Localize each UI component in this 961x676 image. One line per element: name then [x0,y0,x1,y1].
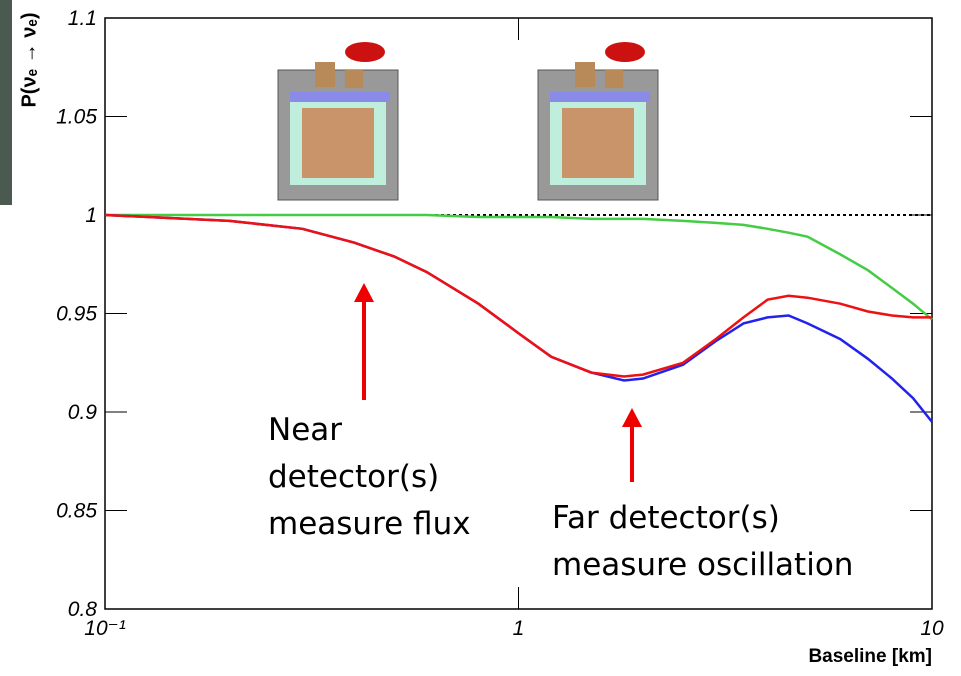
y-tick-label: 1 [85,204,97,227]
near-detector-icon [278,42,398,200]
y-axis-title: P(νₑ → νₑ) [18,12,40,107]
chart: P(νₑ → νₑ) Baseline [km] 0.80.850.90.951… [0,0,961,676]
annotation: detector(s) [268,459,439,495]
series-line [105,215,932,422]
x-tick-label: 1 [513,617,525,640]
y-tick-label: 0.9 [68,401,98,424]
x-axis-title: Baseline [km] [808,646,932,667]
y-tick-label: 1.1 [68,7,97,30]
background-photo-edge [0,0,12,205]
annotation: measure oscillation [552,547,853,583]
y-tick-label: 0.85 [56,500,97,523]
y-tick-label: 1.05 [56,106,97,129]
y-tick-label: 0.95 [56,303,97,326]
annotation: measure flux [268,506,471,542]
x-tick-label: 10⁻¹ [84,617,125,640]
plot-frame [105,18,932,609]
annotation: Far detector(s) [552,500,780,536]
series-line [105,215,932,377]
x-tick-label: 10 [920,617,944,640]
annotation: Near [268,412,342,448]
arrows [354,283,642,482]
series-line [105,215,932,319]
far-detector-icon [538,42,658,200]
